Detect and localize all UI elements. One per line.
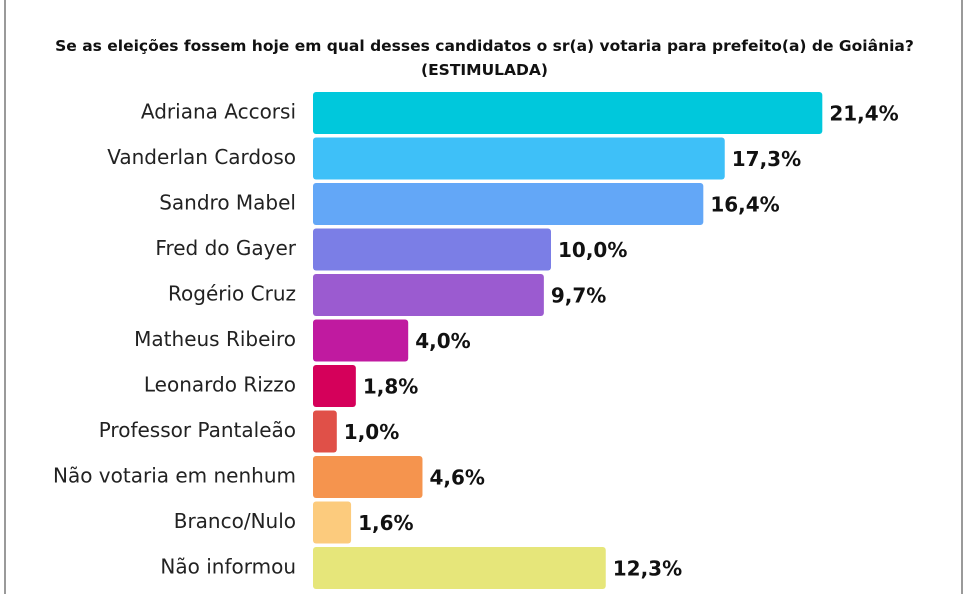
category-label: Professor Pantaleão — [99, 418, 296, 442]
value-label: 1,6% — [358, 511, 413, 535]
value-label: 16,4% — [710, 193, 779, 217]
value-label: 9,7% — [551, 284, 606, 308]
value-label: 12,3% — [613, 557, 682, 581]
category-label: Vanderlan Cardoso — [107, 145, 296, 169]
value-label: 10,0% — [558, 238, 627, 262]
bar — [313, 319, 409, 362]
value-label: 4,0% — [415, 329, 470, 353]
category-label: Sandro Mabel — [159, 191, 296, 215]
bar — [313, 456, 423, 498]
bar — [313, 410, 337, 453]
bar — [313, 365, 356, 407]
value-label: 1,0% — [344, 420, 399, 444]
category-label: Matheus Ribeiro — [134, 327, 296, 351]
bar — [313, 501, 352, 544]
category-label: Fred do Gayer — [155, 236, 296, 260]
value-label: 17,3% — [732, 147, 801, 171]
bar — [313, 547, 606, 589]
bar — [313, 183, 704, 225]
category-label: Branco/Nulo — [174, 509, 296, 533]
chart-title: Se as eleições fossem hoje em qual desse… — [55, 37, 914, 79]
bar — [313, 92, 823, 134]
value-label: 1,8% — [363, 375, 418, 399]
category-label: Não informou — [160, 555, 296, 579]
category-label: Não votaria em nenhum — [53, 464, 296, 488]
bar — [313, 137, 725, 180]
value-label: 4,6% — [429, 466, 484, 490]
bar — [313, 274, 544, 316]
value-label: 21,4% — [829, 102, 898, 126]
category-label: Adriana Accorsi — [141, 100, 296, 124]
bar — [313, 228, 551, 271]
category-label: Leonardo Rizzo — [144, 373, 296, 397]
category-label: Rogério Cruz — [168, 282, 296, 306]
frame — [4, 0, 963, 594]
